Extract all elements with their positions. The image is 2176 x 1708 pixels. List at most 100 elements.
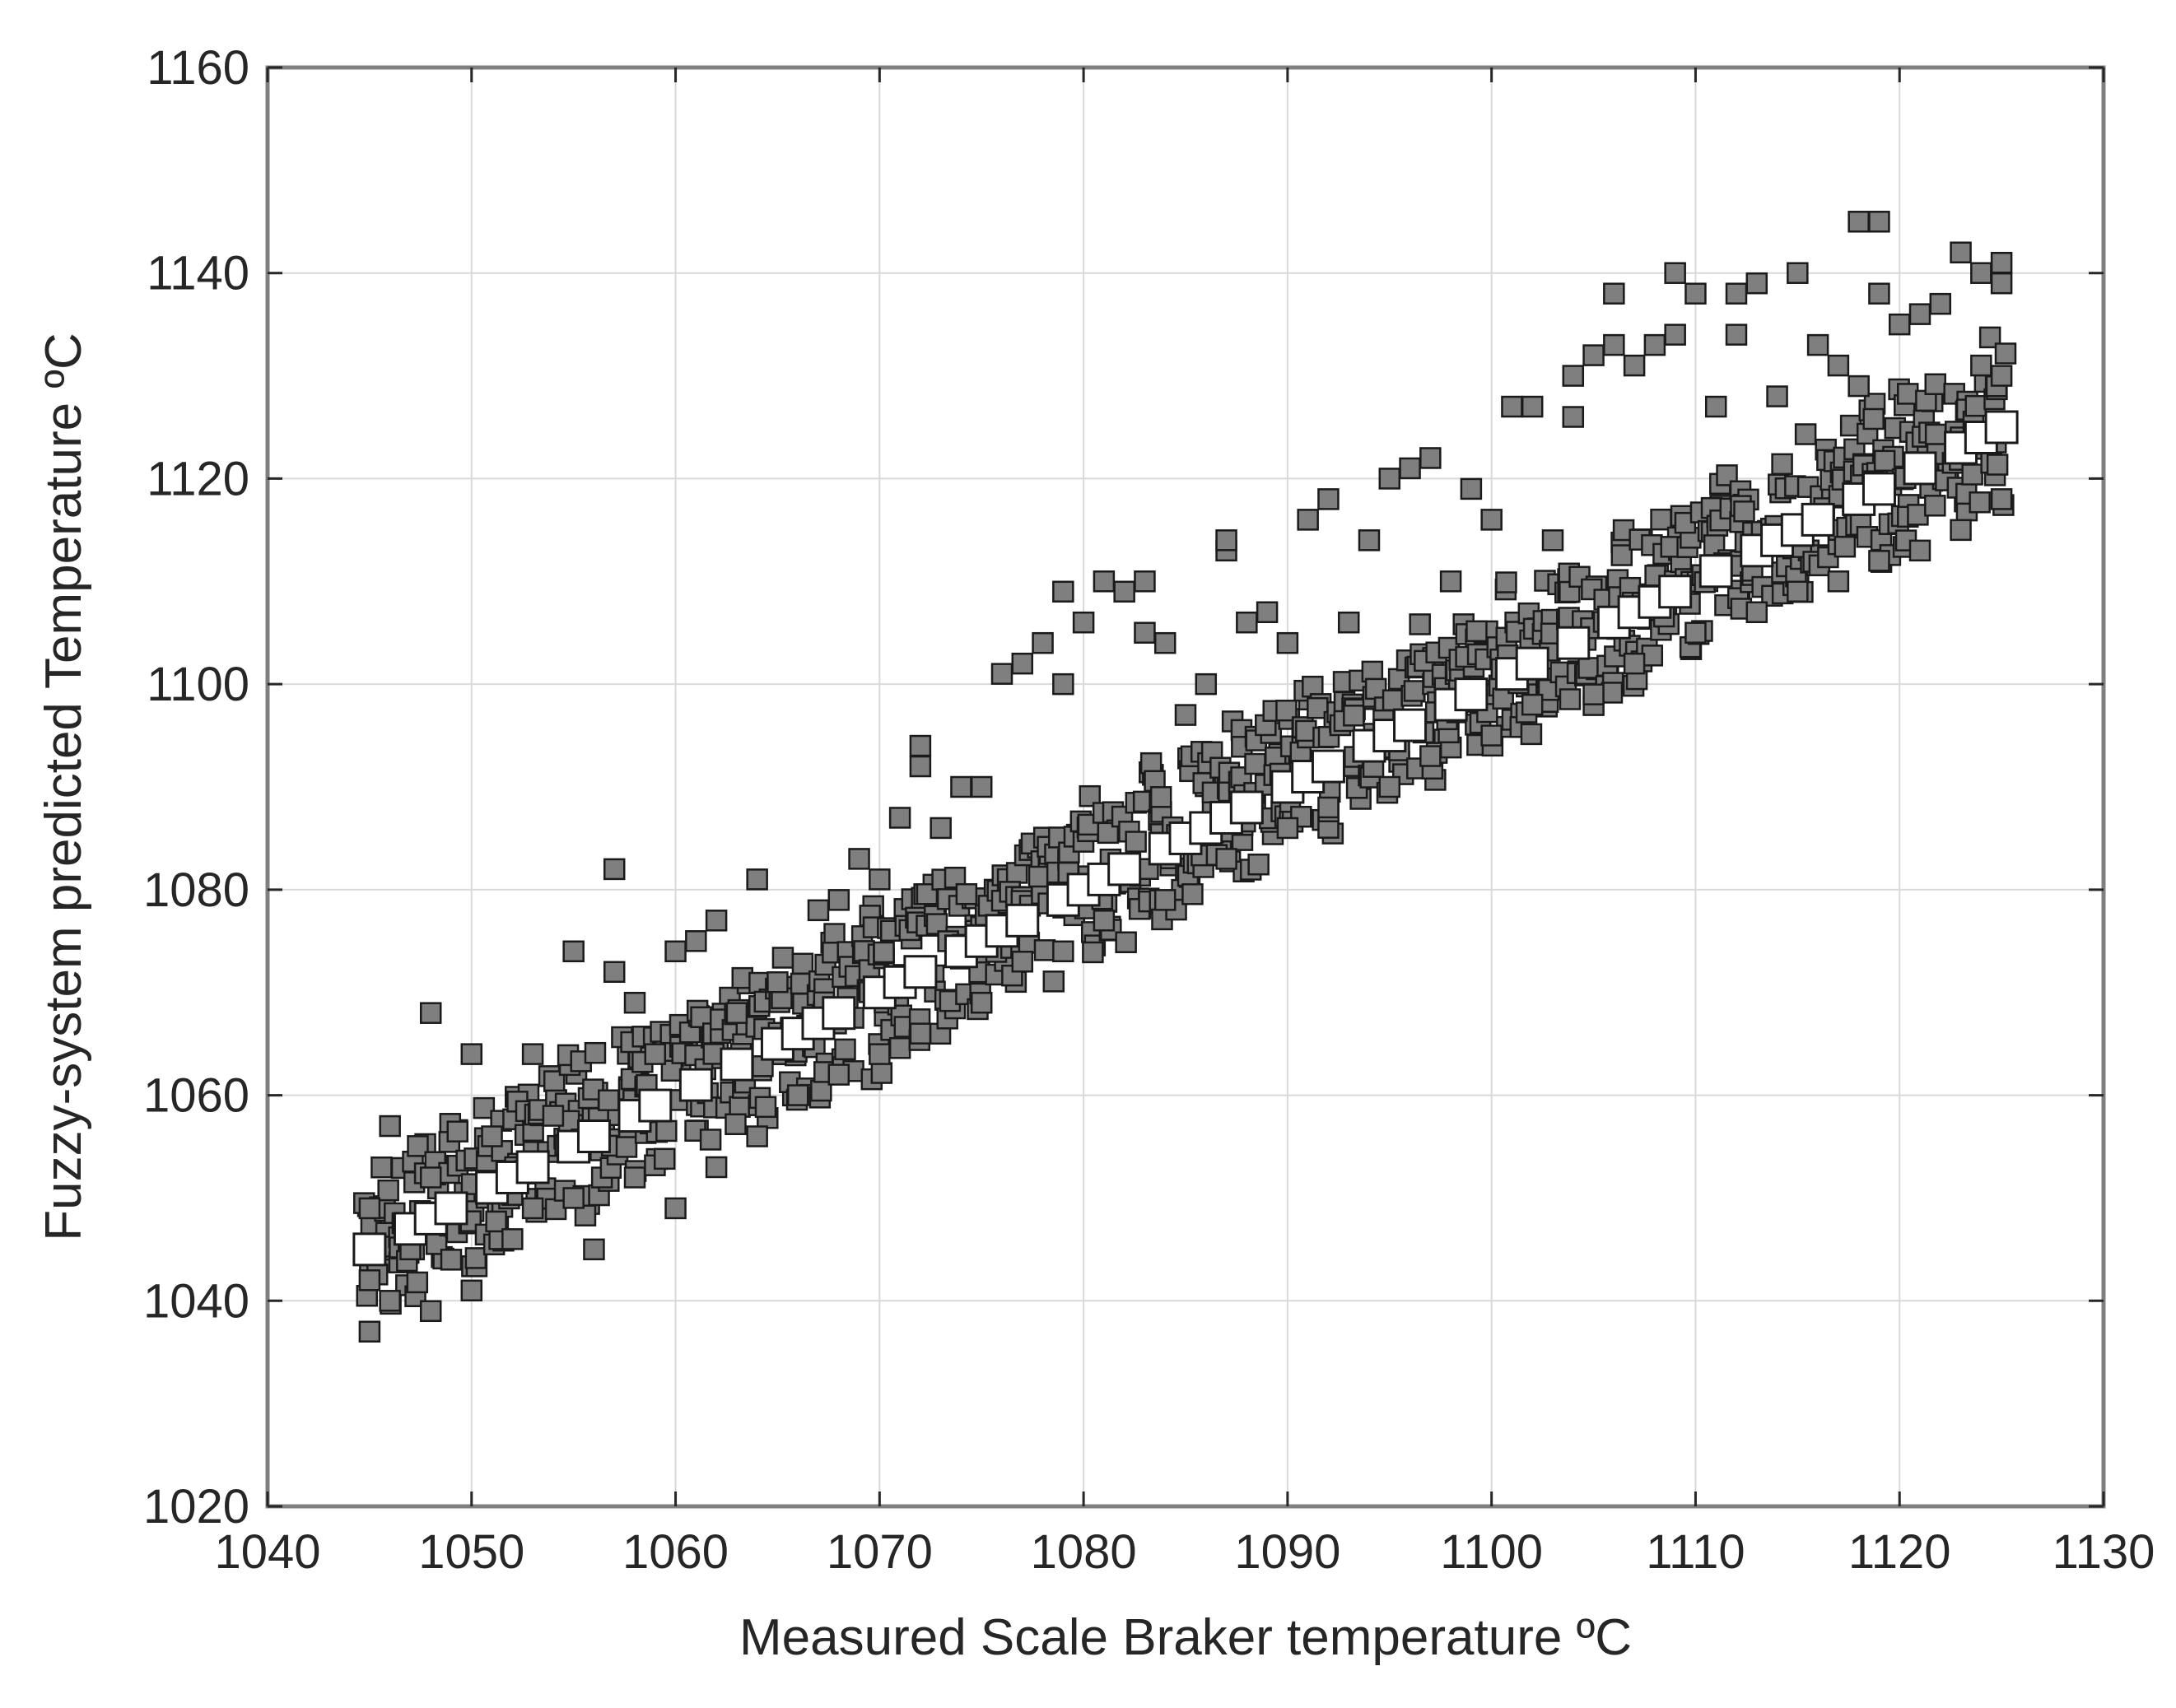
predicted-point <box>1745 272 1768 295</box>
predicted-point <box>1236 611 1258 634</box>
predicted-point <box>1745 601 1768 623</box>
x-tick-label: 1110 <box>1646 1525 1745 1579</box>
predicted-point <box>1181 883 1204 905</box>
predicted-point <box>1541 529 1564 551</box>
predicted-point <box>1896 383 1919 405</box>
predicted-point <box>1033 939 1056 961</box>
ideal-point <box>678 1068 713 1102</box>
predicted-point <box>834 1038 856 1061</box>
predicted-point <box>807 899 830 922</box>
predicted-point <box>1562 406 1585 428</box>
x-tick-label: 1050 <box>418 1525 524 1579</box>
predicted-point <box>370 1156 393 1179</box>
predicted-point <box>1562 365 1585 387</box>
predicted-point <box>888 807 911 829</box>
predicted-point <box>1559 688 1582 710</box>
ideal-point <box>822 996 856 1031</box>
predicted-point <box>1577 657 1600 679</box>
predicted-point <box>1794 423 1817 445</box>
predicted-point <box>1134 621 1156 644</box>
y-tick-label: 1160 <box>147 41 249 95</box>
predicted-point <box>685 930 707 952</box>
predicted-point <box>1093 910 1116 932</box>
ideal-point <box>720 1047 754 1082</box>
predicted-point <box>725 1002 748 1024</box>
y-tick-label: 1060 <box>143 1069 249 1123</box>
x-tick-label: 1100 <box>1440 1525 1543 1579</box>
predicted-point <box>705 910 728 932</box>
predicted-point <box>869 1043 891 1065</box>
x-tick-label: 1090 <box>1234 1525 1340 1579</box>
x-tick-label: 1120 <box>1848 1525 1951 1579</box>
predicted-point <box>542 1105 565 1127</box>
predicted-point <box>1125 831 1147 853</box>
x-tick-label: 1060 <box>622 1525 729 1579</box>
predicted-point <box>950 775 972 798</box>
predicted-point <box>1704 395 1727 418</box>
predicted-point <box>1276 817 1299 840</box>
predicted-point <box>1093 570 1116 593</box>
predicted-point <box>1827 570 1850 593</box>
predicted-point <box>1215 848 1237 870</box>
predicted-point <box>791 952 814 975</box>
ideal-point <box>1903 451 1937 486</box>
x-tick-label: 1070 <box>827 1525 933 1579</box>
predicted-point <box>1174 704 1197 726</box>
predicted-point <box>1806 333 1829 356</box>
predicted-point <box>1149 786 1172 808</box>
predicted-point <box>615 1136 638 1158</box>
predicted-point <box>1961 463 1983 486</box>
predicted-point <box>1787 262 1809 284</box>
ideal-point <box>1005 903 1040 938</box>
ideal-point <box>1311 749 1345 784</box>
predicted-point <box>1603 282 1625 305</box>
predicted-point <box>1970 354 1992 377</box>
predicted-point <box>1929 292 1952 315</box>
predicted-point <box>1787 580 1809 603</box>
predicted-point <box>1848 375 1870 398</box>
predicted-point <box>1684 282 1707 305</box>
predicted-point <box>888 1036 911 1059</box>
predicted-point <box>1924 373 1946 396</box>
predicted-point <box>1771 453 1793 476</box>
predicted-point <box>664 940 687 963</box>
predicted-point <box>1950 519 1972 542</box>
y-axis-label: Fuzzy-system predicted Temperature ºC <box>35 333 92 1240</box>
predicted-point <box>655 1119 678 1143</box>
predicted-point <box>823 923 846 945</box>
ideal-point <box>1984 410 2019 444</box>
predicted-point <box>1582 683 1605 705</box>
predicted-point <box>1027 865 1051 888</box>
predicted-point <box>1358 529 1381 551</box>
predicted-point <box>990 663 1013 685</box>
predicted-point <box>1521 693 1544 716</box>
predicted-point <box>1011 951 1034 973</box>
predicted-point <box>481 1125 503 1147</box>
y-tick-label: 1080 <box>143 863 249 917</box>
y-axis-ticks: 1020 1040 1060 1080 1100 1120 1140 1160 <box>143 41 2104 1533</box>
predicted-point <box>644 1043 667 1065</box>
predicted-point <box>419 1300 442 1323</box>
predicted-point <box>1256 601 1279 623</box>
y-tick-label: 1120 <box>147 452 249 505</box>
predicted-point <box>1684 621 1707 644</box>
predicted-point <box>1888 313 1911 336</box>
predicted-point <box>1994 342 2017 365</box>
predicted-point <box>1399 457 1421 480</box>
predicted-point <box>909 734 932 757</box>
x-tick-label: 1080 <box>1031 1525 1137 1579</box>
predicted-point <box>1725 282 1748 305</box>
predicted-point <box>909 1022 932 1045</box>
predicted-point <box>699 1129 722 1151</box>
predicted-point <box>1641 645 1664 667</box>
predicted-point <box>1153 889 1177 911</box>
predicted-point <box>406 1271 429 1294</box>
predicted-point <box>870 1062 893 1084</box>
predicted-point <box>1610 544 1633 566</box>
predicted-point <box>1650 508 1672 531</box>
predicted-point <box>1317 796 1340 819</box>
y-tick-label: 1040 <box>143 1274 249 1328</box>
ideal-point <box>1454 677 1489 712</box>
predicted-point <box>1297 509 1319 531</box>
